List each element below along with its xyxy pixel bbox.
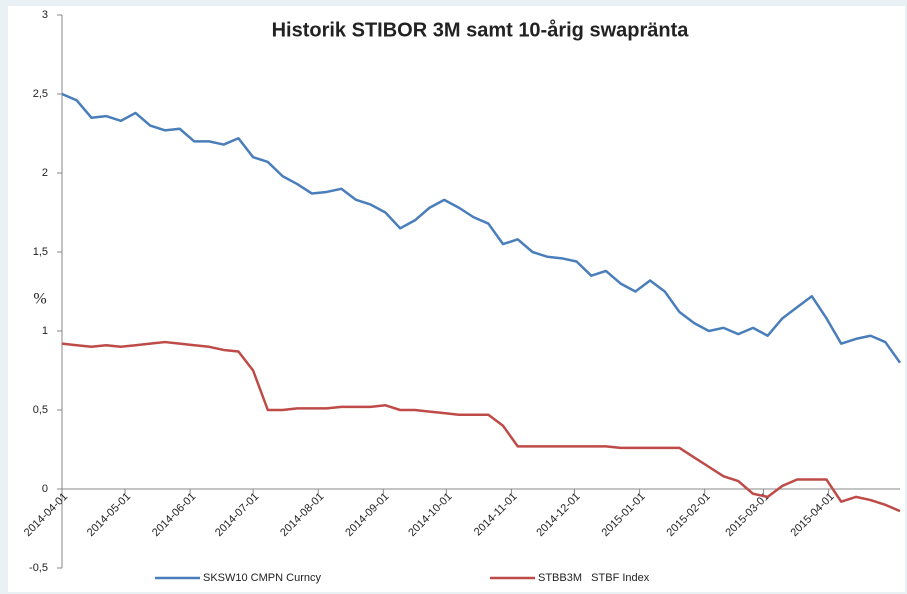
y-tick-label: -0,5 [29,562,48,574]
y-tick-label: 1,5 [33,246,48,258]
y-tick-label: 1 [42,325,48,337]
y-tick-label: 2 [42,167,48,179]
y-tick-label: 0,5 [33,404,48,416]
series-line [61,340,901,513]
chart-area [8,6,905,592]
y-tick-label: 2,5 [33,88,48,100]
chart-title: Historik STIBOR 3M samt 10-årig swapränt… [272,18,690,41]
y-tick-label: 0 [42,483,48,495]
series-line [61,92,902,364]
y-tick-label: 3 [42,9,48,21]
legend-label: SKSW10 CMPN Curncy [203,572,321,584]
legend-label: STBB3M STBF Index [538,572,650,584]
y-axis-label: % [33,291,46,308]
